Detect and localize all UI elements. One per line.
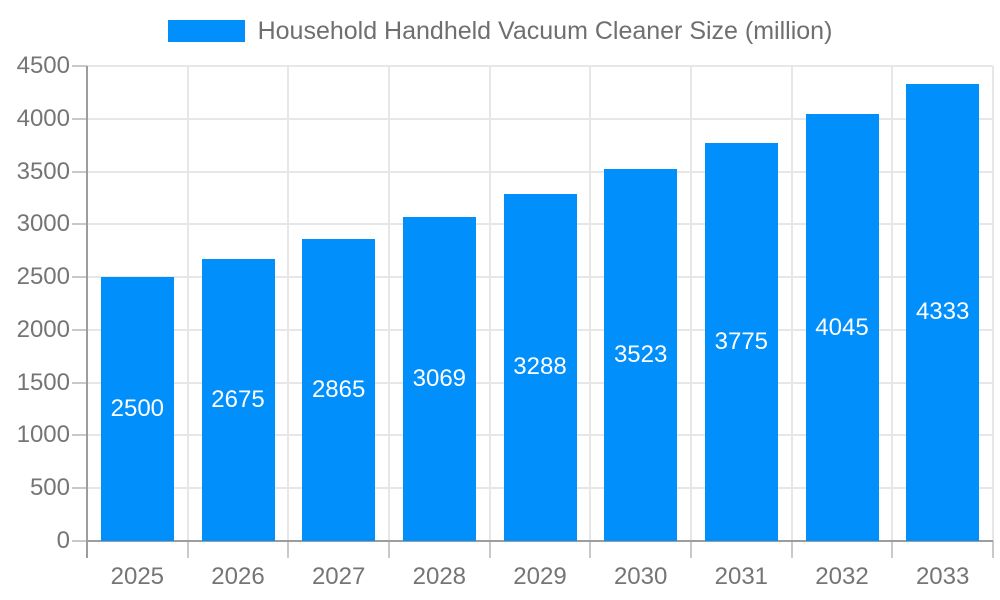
bar[interactable]: 3523 (604, 169, 678, 541)
y-axis-line (86, 66, 88, 558)
x-axis-label: 2029 (513, 563, 567, 590)
gridline-vertical (589, 66, 592, 541)
bar-value-label: 2865 (311, 375, 366, 403)
bar-value-label: 2500 (110, 395, 165, 423)
gridline-vertical (388, 66, 390, 541)
x-axis-line (87, 540, 993, 542)
gridline-horizontal (87, 65, 993, 67)
x-axis-label: 2032 (815, 563, 869, 590)
x-axis-label: 2027 (311, 563, 366, 590)
legend-swatch (167, 20, 245, 42)
bar-value-label: 3523 (613, 341, 668, 369)
y-axis-tick (72, 276, 87, 279)
y-axis-label: 2000 (16, 315, 70, 343)
y-axis-tick (72, 540, 87, 542)
plot-area: 2500 2675 2865 3069 3288 3523 3775 4045 4333 (72, 65, 994, 558)
x-axis-tick (992, 541, 994, 558)
bar[interactable]: 3775 (704, 142, 778, 541)
bar-value-label: 4045 (815, 313, 869, 341)
x-axis-tick (488, 541, 491, 558)
x-axis-label: 2026 (211, 563, 265, 590)
gridline-vertical (690, 66, 692, 541)
bar-value-label: 2675 (211, 385, 265, 413)
gridline-vertical (992, 66, 994, 541)
bar-value-label: 3775 (714, 327, 769, 355)
bar-value-label: 4333 (915, 298, 970, 326)
x-axis-label: 2033 (915, 563, 970, 590)
y-axis-label: 1000 (16, 421, 70, 449)
gridline-vertical (488, 66, 491, 541)
bar[interactable]: 3069 (402, 217, 476, 541)
y-axis-label: 3000 (16, 210, 70, 238)
bar[interactable]: 4045 (805, 114, 879, 541)
x-axis-tick (690, 541, 692, 558)
gridline-horizontal (87, 170, 993, 173)
y-axis-tick (72, 170, 87, 173)
x-axis-tick (287, 541, 290, 558)
legend-label: Household Handheld Vacuum Cleaner Size (… (257, 16, 833, 45)
gridline-horizontal (87, 117, 993, 120)
y-axis-tick (72, 381, 87, 384)
gridline-vertical (186, 66, 189, 541)
y-axis-tick (72, 223, 87, 226)
y-axis-label: 1500 (16, 368, 70, 396)
y-axis-tick (72, 487, 87, 490)
y-axis-tick (72, 328, 87, 331)
y-axis-label: 500 (29, 474, 70, 502)
y-axis-label: 4500 (16, 52, 70, 79)
bar[interactable]: 2500 (100, 277, 174, 541)
bar[interactable]: 2865 (302, 238, 376, 541)
legend[interactable]: Household Handheld Vacuum Cleaner Size (… (0, 16, 1000, 45)
x-axis-label: 2030 (613, 563, 668, 590)
y-axis-label: 3500 (16, 157, 70, 185)
x-axis-tick (186, 541, 189, 558)
gridline-vertical (790, 66, 793, 541)
y-axis-label: 4000 (16, 104, 70, 132)
gridline-vertical (287, 66, 290, 541)
bar-value-label: 3069 (412, 365, 467, 393)
bar[interactable]: 2675 (201, 258, 275, 541)
bar-value-label: 3288 (513, 353, 567, 381)
x-axis-tick (589, 541, 592, 558)
x-axis-tick (891, 541, 894, 558)
bar[interactable]: 4333 (906, 83, 980, 541)
y-axis-tick (72, 434, 87, 437)
x-axis-label: 2028 (412, 563, 467, 590)
x-axis-label: 2025 (110, 563, 165, 590)
y-axis-tick (72, 65, 87, 67)
gridline-vertical (891, 66, 894, 541)
x-axis-label: 2031 (714, 563, 769, 590)
bar[interactable]: 3288 (503, 193, 577, 541)
y-axis-label: 0 (56, 527, 70, 554)
y-axis-label: 2500 (16, 263, 70, 291)
y-axis-tick (72, 117, 87, 120)
x-axis-tick (790, 541, 793, 558)
x-axis-tick (388, 541, 390, 558)
